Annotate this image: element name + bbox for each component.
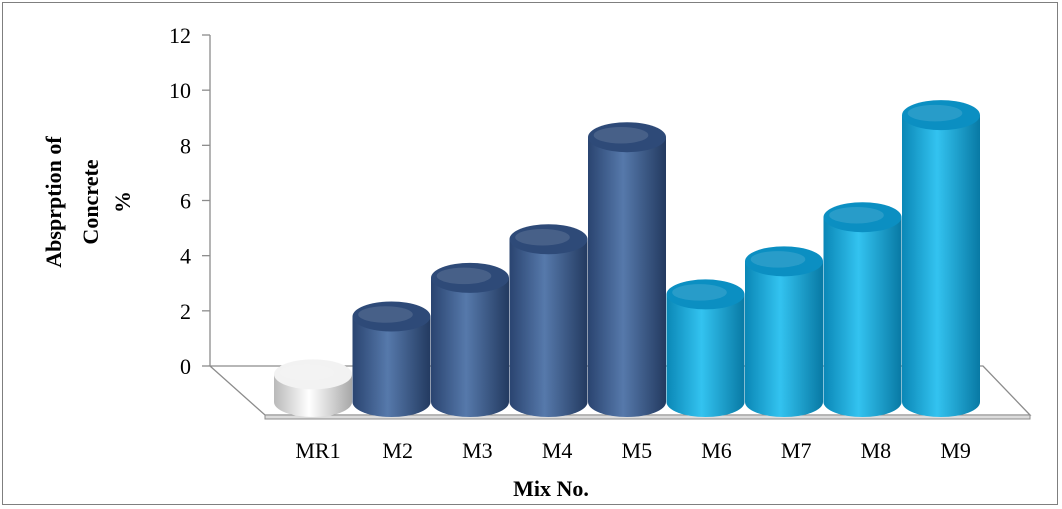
bar-cap [509,224,588,255]
bar-cap-highlight [672,284,727,301]
bar-body [902,115,980,417]
y-tick-label: 0 [180,354,191,379]
x-axis-title: Mix No. [513,476,589,501]
bar-m4 [509,224,588,418]
y-tick-label: 6 [180,189,191,214]
bar-cap-highlight [515,229,570,246]
x-tick-label: M4 [542,438,573,463]
bar-body [823,217,902,418]
x-tick-label: M7 [781,438,812,463]
bar-m8 [823,202,902,418]
bar-cap-highlight [750,251,806,268]
x-tick-label: MR1 [295,438,340,463]
x-tick-label: M6 [701,438,732,463]
bar-cap-highlight [436,267,492,285]
bar-body [431,277,509,417]
bar-m7 [745,246,823,417]
bar-body [588,137,666,417]
bar-cap [823,202,902,233]
bar-mr1 [274,359,352,417]
bar-cap [588,122,666,153]
bar-cap-highlight [829,206,884,224]
bar-cap [745,246,823,277]
y-axis-title-line-3: % [110,191,135,213]
bar-cap-highlight [358,306,413,323]
bar-body [352,316,431,418]
y-axis-title: Absprption of Concrete % [41,136,135,268]
bar-cap [902,100,980,131]
bar-m3 [431,262,509,417]
bar-cap-highlight [279,364,335,381]
bar-cap [352,301,431,332]
x-tick-label: M5 [622,438,653,463]
y-axis-ticks: 0 2 4 6 8 10 12 [169,23,210,379]
bar-body [745,261,823,417]
bar-m5 [588,122,666,417]
bar-body [666,294,745,418]
y-tick-label: 4 [180,244,191,269]
bar-chart: 0 2 4 6 8 10 12 MR1 M2 M3 M4 M5 M6 M7 M8 M9 Mix No. Ab… [41,23,1032,501]
bar-m2 [352,301,431,418]
y-tick-label: 2 [180,299,191,324]
y-axis-title-line-2: Concrete [78,159,103,244]
x-tick-label: M2 [382,438,413,463]
bars [274,100,980,418]
y-tick-label: 10 [169,78,191,103]
x-tick-label: M9 [940,438,971,463]
x-tick-label: M8 [861,438,892,463]
bar-m9 [902,100,980,417]
bar-body [509,239,588,418]
bar-cap [431,262,509,293]
bar-m6 [666,279,745,418]
bar-cap [666,279,745,310]
y-axis-title-line-1: Absprption of [41,136,66,268]
x-axis-tick-labels: MR1 M2 M3 M4 M5 M6 M7 M8 M9 [295,438,971,463]
bar-cap-highlight [907,104,963,122]
y-tick-label: 8 [180,133,191,158]
bar-cap [274,359,352,390]
bar-cap-highlight [593,126,649,144]
x-tick-label: M3 [462,438,493,463]
y-tick-label: 12 [169,23,191,48]
